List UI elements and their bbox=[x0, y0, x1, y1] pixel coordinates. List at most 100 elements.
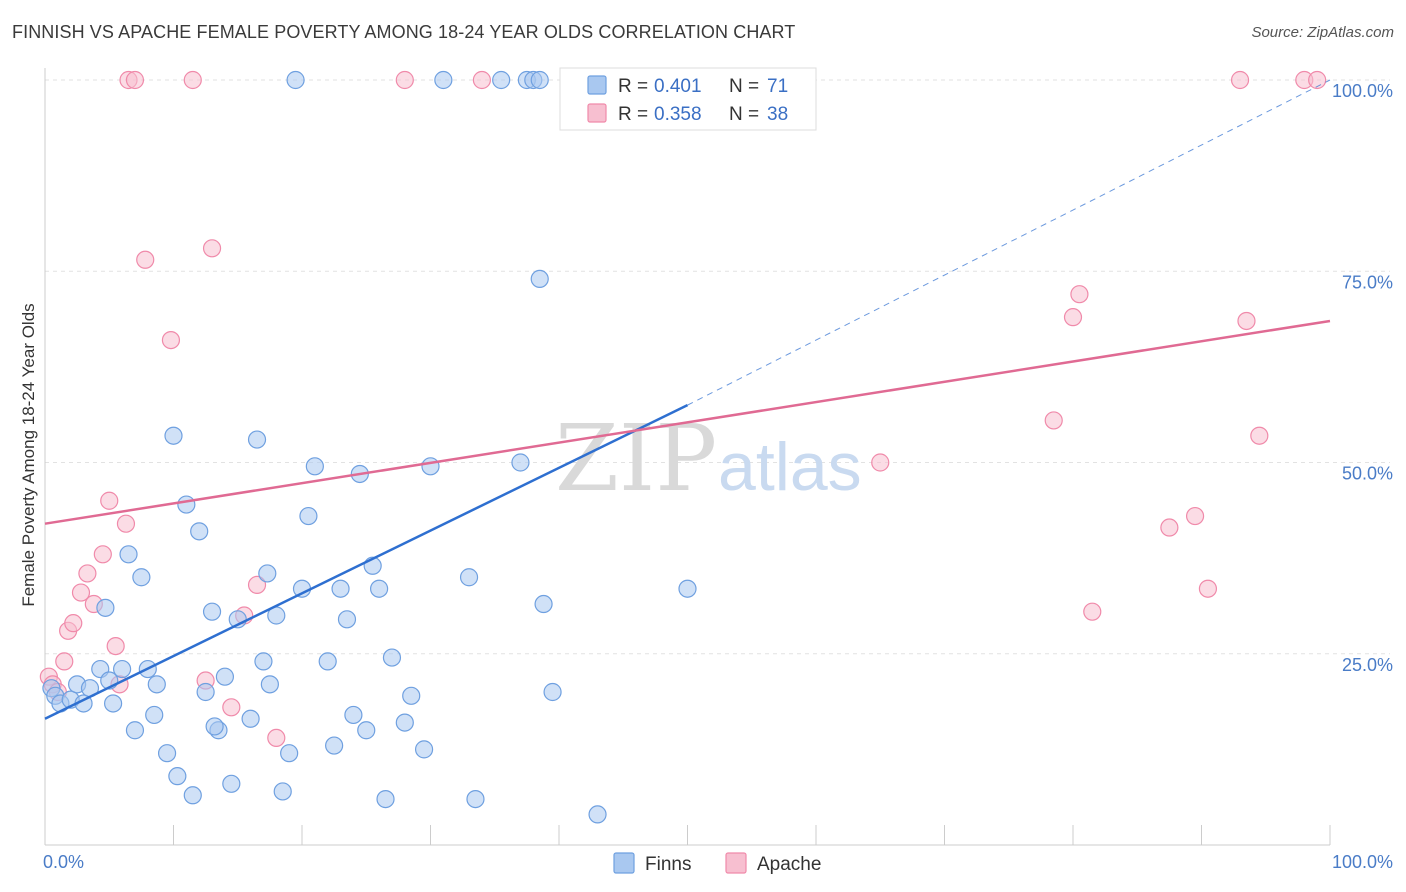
finns-point bbox=[112, 659, 132, 679]
finns-point bbox=[299, 506, 318, 526]
finns-point bbox=[202, 602, 222, 621]
legend-top: R = 0.401 N = 71 R = 0.358 N = 38 bbox=[559, 67, 817, 131]
finns-point bbox=[147, 675, 166, 694]
apache-point bbox=[1308, 70, 1327, 90]
x-tick-label: 100.0% bbox=[1332, 852, 1393, 872]
apache-point bbox=[183, 70, 202, 90]
legend-r-value: 0.401 bbox=[654, 76, 702, 97]
apache-point bbox=[116, 514, 136, 533]
apache-point bbox=[55, 652, 74, 671]
finns-point bbox=[331, 579, 350, 598]
apache-point bbox=[136, 250, 155, 269]
finns-point bbox=[370, 579, 389, 598]
finns-point bbox=[588, 805, 607, 824]
legend-bottom-label-finns: Finns bbox=[645, 854, 691, 875]
chart-title: FINNISH VS APACHE FEMALE POVERTY AMONG 1… bbox=[12, 22, 796, 42]
finns-point bbox=[157, 744, 177, 763]
finns-point bbox=[145, 705, 164, 725]
finns-point bbox=[511, 453, 530, 472]
legend-bottom-label-apache: Apache bbox=[757, 854, 821, 875]
finns-point bbox=[678, 579, 697, 598]
apache-point bbox=[1160, 518, 1179, 537]
finns-point bbox=[241, 709, 260, 728]
finns-points bbox=[42, 70, 697, 824]
finns-point bbox=[164, 426, 183, 445]
chart-source: Source: ZipAtlas.com bbox=[1251, 24, 1394, 41]
grid-lines bbox=[45, 79, 1390, 655]
apache-point bbox=[78, 564, 97, 583]
finns-point bbox=[168, 767, 187, 786]
apache-point bbox=[106, 636, 125, 656]
finns-point bbox=[318, 652, 337, 671]
finns-point bbox=[530, 70, 549, 90]
finns-point bbox=[247, 430, 267, 449]
apache-point bbox=[1230, 70, 1250, 90]
legend-r-label: R = bbox=[618, 104, 648, 125]
finns-point bbox=[414, 740, 434, 759]
tick-labels: 25.0% 50.0% 75.0% 100.0% 0.0% 100.0% bbox=[43, 81, 1393, 872]
finns-point bbox=[260, 675, 279, 694]
apache-point bbox=[395, 70, 414, 90]
watermark-atlas: atlas bbox=[718, 429, 862, 505]
legend-n-value: 71 bbox=[767, 76, 788, 97]
apache-point bbox=[267, 728, 286, 748]
finns-point bbox=[222, 774, 241, 793]
finns-point bbox=[357, 721, 376, 740]
finns-point bbox=[337, 610, 357, 629]
legend-r-label: R = bbox=[618, 76, 648, 97]
y-tick-label: 50.0% bbox=[1342, 464, 1393, 484]
trend-lines bbox=[44, 79, 1331, 720]
apache-point bbox=[1044, 411, 1063, 430]
y-axis-title: Female Poverty Among 18-24 Year Olds bbox=[19, 303, 38, 606]
apache-points bbox=[39, 70, 1327, 748]
finns-point bbox=[119, 545, 138, 564]
finns-point bbox=[382, 648, 402, 667]
apache-point bbox=[1185, 506, 1205, 526]
apache-point bbox=[871, 453, 890, 472]
finns-point bbox=[177, 495, 196, 514]
legend-swatch-apache bbox=[587, 103, 607, 123]
apache-point bbox=[222, 698, 241, 717]
finns-point bbox=[196, 682, 215, 702]
finns-trend-line bbox=[44, 404, 689, 720]
finns-point bbox=[466, 789, 485, 809]
apache-point bbox=[1083, 602, 1102, 621]
legend-n-label: N = bbox=[729, 76, 759, 97]
legend-bottom: Finns Apache bbox=[613, 852, 821, 875]
apache-point bbox=[1070, 285, 1089, 304]
finns-point bbox=[530, 269, 549, 288]
finns-point bbox=[183, 786, 202, 805]
legend-bottom-swatch-finns bbox=[613, 852, 635, 874]
finns-point bbox=[254, 652, 273, 671]
apache-point bbox=[1063, 308, 1083, 327]
apache-point bbox=[64, 614, 83, 633]
finns-point bbox=[96, 598, 115, 617]
apache-point bbox=[93, 545, 112, 564]
finns-point bbox=[205, 717, 224, 736]
legend-n-value: 38 bbox=[767, 104, 788, 125]
finns-point bbox=[273, 782, 292, 801]
apache-point bbox=[472, 70, 491, 90]
legend-swatch-finns bbox=[587, 75, 607, 95]
finns-point bbox=[305, 457, 324, 476]
finns-point bbox=[459, 568, 479, 587]
apache-point bbox=[161, 331, 181, 350]
finns-point bbox=[286, 70, 305, 90]
finns-point bbox=[434, 70, 453, 90]
finns-point bbox=[325, 736, 344, 755]
legend-bottom-swatch-apache bbox=[725, 852, 747, 874]
apache-trend-line bbox=[44, 319, 1331, 525]
legend-r-value: 0.358 bbox=[654, 104, 702, 125]
apache-point bbox=[100, 491, 119, 510]
axes bbox=[44, 68, 1331, 846]
x-tick-label: 0.0% bbox=[43, 852, 84, 872]
finns-point bbox=[258, 564, 277, 583]
finns-point bbox=[543, 682, 562, 702]
finns-point bbox=[190, 522, 209, 541]
apache-point bbox=[71, 583, 91, 602]
finns-point bbox=[132, 568, 151, 587]
finns-point bbox=[395, 713, 414, 732]
apache-point bbox=[202, 239, 222, 258]
finns-point bbox=[421, 457, 440, 476]
